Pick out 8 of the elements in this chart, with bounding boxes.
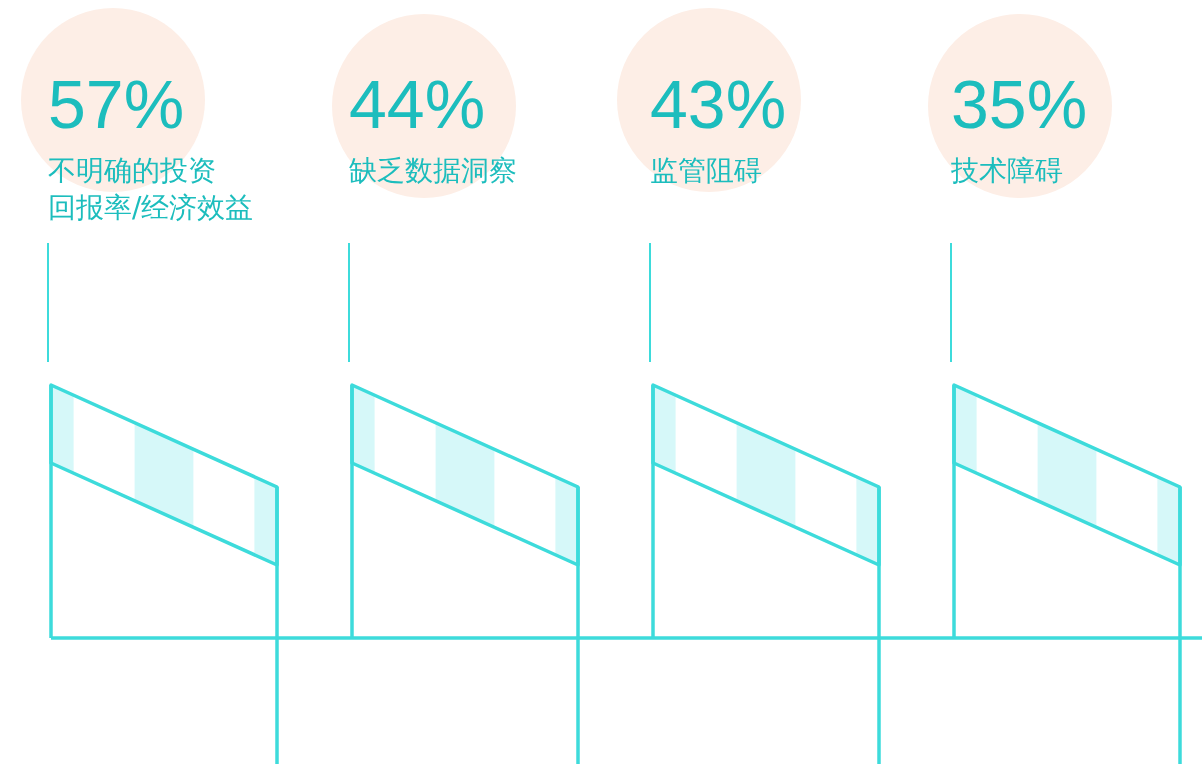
- data-label: 57%: [48, 66, 185, 142]
- category-label: 技术障碍: [950, 154, 1063, 187]
- data-label: 44%: [349, 66, 486, 142]
- category-label: 监管阻碍: [650, 154, 762, 187]
- category-label: 缺乏数据洞察: [349, 154, 517, 187]
- data-label: 43%: [650, 66, 787, 142]
- category-label: 不明确的投资回报率/经济效益: [48, 154, 254, 224]
- data-label: 35%: [951, 66, 1088, 142]
